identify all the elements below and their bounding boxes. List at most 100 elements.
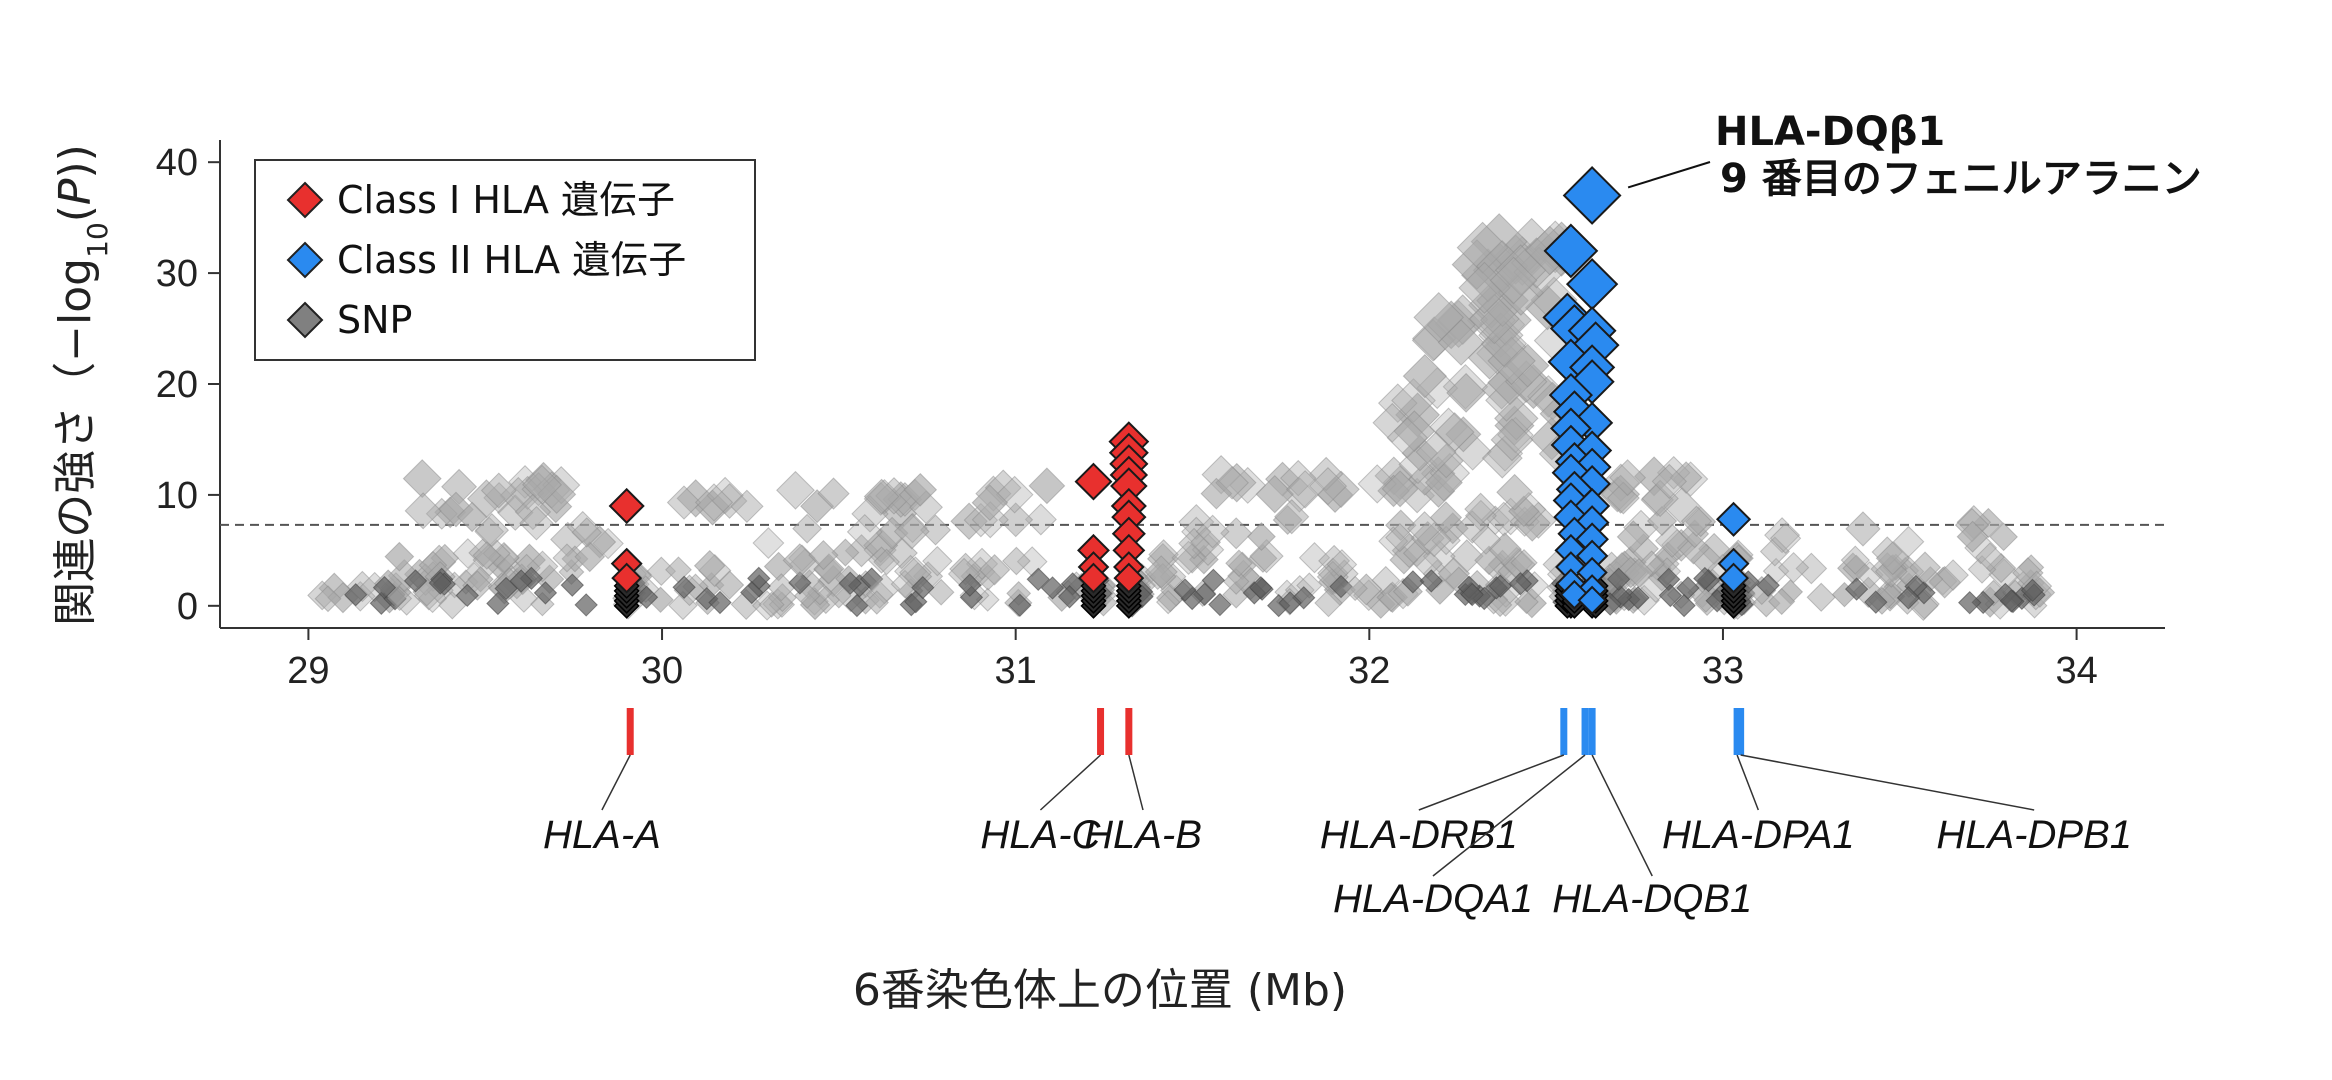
snp-point bbox=[486, 591, 510, 616]
gene-leader-line bbox=[1039, 754, 1102, 811]
snp-point bbox=[403, 569, 428, 593]
snp-point bbox=[634, 585, 659, 609]
y-tick-label: 40 bbox=[156, 142, 198, 184]
hla-point bbox=[1074, 462, 1113, 501]
snp-point bbox=[1840, 545, 1870, 575]
snp-point bbox=[1200, 477, 1233, 510]
legend-box bbox=[254, 159, 756, 361]
snp-point bbox=[1768, 587, 1796, 616]
snp-point bbox=[533, 581, 558, 605]
x-tick-label: 34 bbox=[2055, 650, 2097, 692]
snp-point bbox=[758, 591, 785, 618]
snp-point bbox=[672, 575, 696, 599]
snp-point bbox=[1672, 593, 1696, 618]
class1-hla-points bbox=[608, 421, 1150, 619]
snp-point bbox=[514, 493, 552, 531]
snp-point bbox=[1026, 567, 1050, 591]
snp-point bbox=[1401, 570, 1425, 594]
snp-point bbox=[1173, 578, 1197, 602]
snp-point bbox=[1274, 499, 1310, 535]
snp-point bbox=[1419, 569, 1443, 593]
snp-point bbox=[1428, 443, 1464, 479]
snp-point bbox=[1222, 568, 1250, 595]
snp-point bbox=[792, 513, 823, 544]
snp-point bbox=[668, 590, 698, 621]
snp-point bbox=[1956, 520, 1989, 553]
snp-point bbox=[776, 470, 815, 510]
snp-point bbox=[1458, 261, 1511, 314]
snp-point bbox=[788, 571, 812, 595]
snp-point bbox=[1769, 522, 1802, 554]
hla-point bbox=[1577, 585, 1607, 615]
snp-point bbox=[694, 483, 734, 522]
gene-label: HLA-DQA1 bbox=[1333, 877, 1533, 921]
gene-label: HLA-A bbox=[543, 813, 661, 857]
snp-point bbox=[1201, 568, 1226, 593]
gene-leader-line bbox=[1591, 754, 1653, 877]
snp-point bbox=[1322, 470, 1360, 509]
snp-point bbox=[911, 575, 935, 600]
snp-point bbox=[497, 494, 534, 531]
snp-point bbox=[1896, 586, 1921, 610]
snp-point bbox=[1641, 479, 1679, 518]
y-tick-label: 0 bbox=[177, 586, 198, 628]
snp-point bbox=[919, 514, 952, 546]
snp-point bbox=[971, 484, 1009, 522]
snp-point bbox=[846, 513, 883, 550]
snp-point bbox=[1195, 514, 1230, 549]
gene-label: HLA-DQB1 bbox=[1552, 877, 1752, 921]
snp-point bbox=[1156, 589, 1181, 615]
x-tick-label: 31 bbox=[995, 650, 1037, 692]
snp-point bbox=[314, 585, 342, 613]
snp-point bbox=[1278, 591, 1302, 615]
snp-point bbox=[1040, 576, 1065, 600]
legend-label: SNP bbox=[337, 298, 412, 342]
snp-point bbox=[1002, 546, 1031, 576]
gene-leader-line bbox=[1740, 754, 2035, 811]
legend-label: Class I HLA 遺伝子 bbox=[337, 178, 675, 222]
snp-point bbox=[1316, 560, 1349, 593]
snp-point bbox=[428, 571, 452, 595]
snp-point bbox=[509, 569, 533, 593]
snp-point bbox=[867, 546, 896, 574]
snp-point bbox=[864, 590, 889, 615]
y-tick-label: 30 bbox=[156, 253, 198, 295]
snp-point bbox=[1028, 467, 1066, 505]
snp-point bbox=[1514, 589, 1539, 615]
legend: Class I HLA 遺伝子 Class II HLA 遺伝子 SNP bbox=[254, 159, 756, 361]
snp-point bbox=[1057, 585, 1082, 609]
snp-point bbox=[1189, 526, 1222, 558]
top-hit-annotation: HLA-DQβ1 9 番目のフェニルアラニン bbox=[1627, 109, 2202, 202]
snp-point bbox=[1342, 575, 1368, 602]
annotation-line-1: HLA-DQβ1 bbox=[1715, 109, 1945, 155]
snp-point bbox=[1460, 582, 1484, 607]
snp-point bbox=[1764, 517, 1801, 554]
snp-point bbox=[1937, 559, 1969, 591]
snp-point bbox=[817, 477, 850, 510]
hla-point bbox=[1078, 562, 1109, 594]
x-tick-label: 33 bbox=[1702, 650, 1744, 692]
snp-point bbox=[1651, 463, 1687, 500]
snp-point bbox=[1446, 372, 1487, 413]
snp-point bbox=[1777, 551, 1810, 584]
snp-point bbox=[1490, 418, 1534, 462]
snp-point bbox=[958, 573, 982, 597]
snp-point bbox=[1892, 525, 1925, 558]
snp-point bbox=[714, 570, 745, 600]
y-tick-label: 20 bbox=[156, 364, 198, 406]
snp-point bbox=[903, 472, 938, 507]
annotation-leader-line bbox=[1627, 161, 1711, 189]
snp-point bbox=[1208, 592, 1232, 617]
snp-point bbox=[1429, 501, 1463, 534]
snp-point bbox=[455, 583, 480, 608]
snp-point bbox=[472, 541, 502, 570]
snp-point bbox=[560, 573, 584, 597]
x-axis-label: 6番染色体上の位置 (Mb) bbox=[853, 965, 1347, 1016]
snp-point bbox=[1468, 293, 1520, 345]
snp-point bbox=[1424, 463, 1463, 502]
snp-point bbox=[574, 593, 598, 617]
snp-point bbox=[863, 478, 900, 515]
x-tick-label: 32 bbox=[1348, 650, 1390, 692]
hla-point bbox=[1715, 501, 1752, 537]
